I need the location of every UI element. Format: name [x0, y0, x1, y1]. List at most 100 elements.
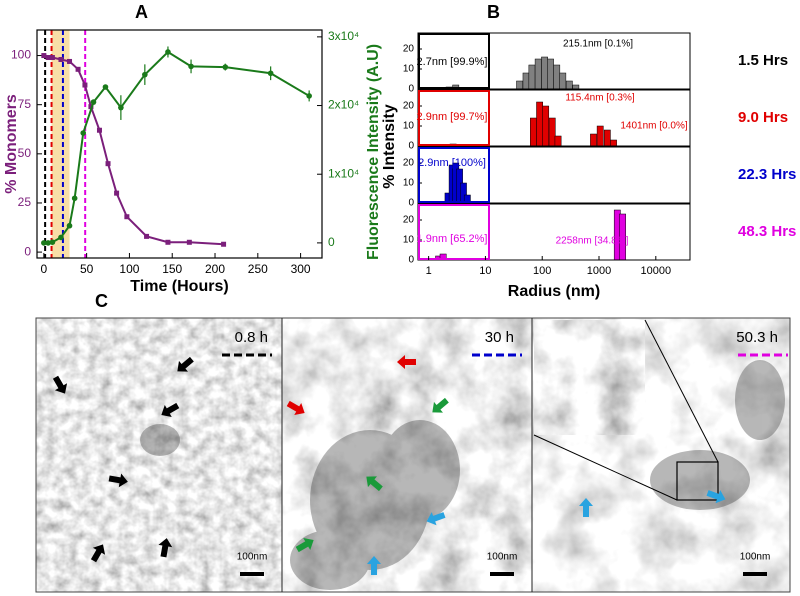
x-tick-label: 300 — [291, 262, 311, 276]
data-point — [66, 222, 73, 229]
data-point — [222, 64, 229, 70]
series-line — [43, 50, 310, 244]
bar — [565, 80, 573, 90]
y-tick-label: 20 — [403, 101, 415, 112]
scale-label: 100nm — [740, 552, 771, 563]
data-point — [114, 190, 120, 196]
y-tick-label: 0 — [408, 141, 414, 152]
x-tick-label: 250 — [248, 262, 268, 276]
bar — [590, 133, 597, 147]
inset-connector — [644, 319, 719, 463]
annotation: 215.1nm [0.1%] — [563, 39, 633, 50]
annotation: 2.7nm [99.9%] — [417, 56, 488, 68]
data-point — [267, 70, 274, 77]
data-point — [188, 63, 194, 70]
data-point — [96, 127, 102, 133]
y2-axis-label: Fluorescence Intensity (A.U) — [365, 44, 382, 260]
annotation: 115.4nm [0.3%] — [565, 93, 635, 104]
inset-connector — [533, 434, 678, 501]
bar — [542, 105, 550, 147]
data-point — [105, 161, 111, 167]
bar — [547, 58, 554, 90]
data-point — [165, 239, 171, 245]
panel-label: B — [487, 2, 500, 22]
bar — [528, 64, 536, 90]
bar — [536, 101, 543, 147]
x-tick-label: 0 — [41, 262, 48, 276]
annotation-box — [418, 204, 490, 260]
scale-label: 100nm — [237, 552, 268, 563]
y-tick-label: 20 — [403, 215, 415, 226]
arrow — [177, 356, 194, 372]
data-point — [49, 239, 56, 246]
annotation-box — [418, 33, 490, 89]
y-axis-label: % Monomers — [3, 94, 20, 194]
arrow — [432, 397, 449, 413]
x-tick-label: 1 — [426, 265, 432, 277]
y-tick-label: 10 — [403, 64, 415, 75]
data-point — [165, 49, 171, 55]
data-point — [82, 82, 88, 88]
x-tick-label: 200 — [205, 262, 225, 276]
arrow — [367, 556, 381, 575]
data-point — [41, 240, 47, 246]
bar — [603, 129, 611, 147]
data-point — [90, 99, 97, 105]
y-tick-label: 20 — [403, 158, 415, 169]
y-tick-label: 25 — [18, 195, 32, 209]
panel-time-label: 1.5 Hrs — [738, 52, 788, 69]
data-point — [118, 104, 124, 111]
annotation: 2.9nm [100%] — [418, 157, 486, 169]
bar — [596, 125, 604, 147]
annotation: 1401nm [0.0%] — [620, 121, 687, 132]
panel-label: A — [135, 2, 148, 22]
arrow — [706, 490, 726, 504]
bar — [530, 117, 537, 147]
bar — [548, 117, 556, 147]
data-point — [71, 195, 78, 202]
y-tick-label: 0 — [408, 84, 414, 95]
bar — [553, 64, 561, 90]
y-tick-label: 10 — [403, 121, 415, 132]
x-axis-label: Time (Hours) — [130, 278, 228, 295]
x-tick-label: 100 — [119, 262, 139, 276]
scale-label: 100nm — [487, 552, 518, 563]
data-point — [186, 239, 192, 245]
y2-tick-label: 2x10⁴ — [328, 98, 359, 112]
bar — [572, 84, 580, 90]
plot-frame — [36, 29, 323, 259]
x-tick-label: 1000 — [587, 265, 611, 277]
arrow — [286, 400, 305, 416]
x-tick-label: 150 — [162, 262, 182, 276]
data-point — [67, 58, 73, 64]
y-tick-label: 0 — [24, 244, 31, 258]
series-line — [43, 54, 224, 246]
data-point — [75, 66, 81, 72]
arrow — [397, 355, 416, 369]
data-point — [142, 71, 148, 78]
micrograph-frame — [35, 317, 791, 593]
time-label: 30 h — [485, 329, 514, 346]
data-point — [58, 56, 64, 62]
micrograph-1 — [36, 318, 282, 592]
time-label: 0.8 h — [235, 329, 268, 346]
data-point — [58, 234, 64, 241]
data-point — [221, 241, 227, 247]
arrow — [161, 402, 180, 418]
highlight-band — [51, 30, 70, 258]
data-point — [80, 130, 87, 136]
arrow — [158, 538, 173, 558]
time-label: 50.3 h — [736, 329, 778, 346]
bar — [610, 139, 617, 147]
x-tick-label: 100 — [533, 265, 551, 277]
annotation: 1.9nm [65.2%] — [417, 233, 488, 245]
annotation: 2258nm [34.8%] — [556, 236, 629, 247]
annotation-box — [418, 147, 490, 203]
y-tick-label: 10 — [403, 235, 415, 246]
x-tick-label: 10 — [479, 265, 491, 277]
data-point — [144, 233, 150, 239]
data-point — [102, 84, 109, 90]
annotation-box — [418, 90, 490, 146]
arrow — [295, 537, 314, 553]
